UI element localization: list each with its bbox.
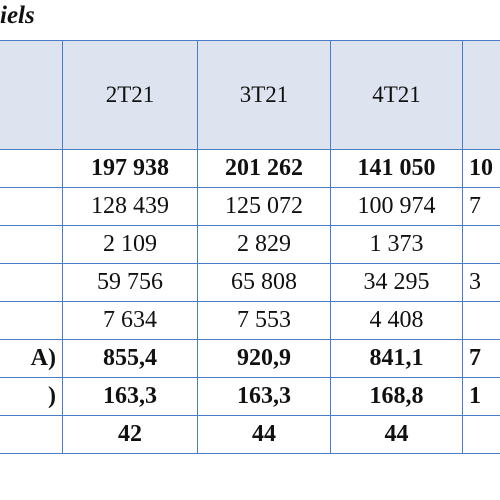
cut-cell: 7 bbox=[462, 187, 500, 226]
table-cell: 34 295 bbox=[330, 263, 463, 302]
table-cell: 7 553 bbox=[197, 301, 331, 340]
table-cell: 65 808 bbox=[197, 263, 331, 302]
header-cell: 3T21 bbox=[197, 40, 331, 150]
row-label bbox=[0, 187, 63, 226]
cut-cell bbox=[462, 415, 500, 454]
table-cell: 100 974 bbox=[330, 187, 463, 226]
table-cell: 168,8 bbox=[330, 377, 463, 416]
row-label bbox=[0, 301, 63, 340]
cut-cell: 10 bbox=[462, 149, 500, 188]
header-cell: 4T21 bbox=[330, 40, 463, 150]
table-cell: 855,4 bbox=[62, 339, 198, 378]
table-row: 197 938 201 262 141 050 10 bbox=[0, 149, 500, 188]
table-cell: 125 072 bbox=[197, 187, 331, 226]
row-label bbox=[0, 415, 63, 454]
table-wrap: 2T21 3T21 4T21 197 938 201 262 141 050 10 128 4… bbox=[0, 40, 500, 470]
table-cell: 7 634 bbox=[62, 301, 198, 340]
table-cell: 44 bbox=[197, 415, 331, 454]
title: iels bbox=[0, 2, 35, 29]
cut-cell: 1 bbox=[462, 377, 500, 416]
table: 2T21 3T21 4T21 197 938 201 262 141 050 10 128 4… bbox=[0, 40, 500, 454]
header-cell bbox=[462, 40, 500, 150]
cut-cell bbox=[462, 225, 500, 264]
cut-cell bbox=[462, 301, 500, 340]
table-cell: 197 938 bbox=[62, 149, 198, 188]
header-cell: 2T21 bbox=[62, 40, 198, 150]
table-cell: 141 050 bbox=[330, 149, 463, 188]
table-row: 7 634 7 553 4 408 bbox=[0, 301, 500, 340]
table-cell: 920,9 bbox=[197, 339, 331, 378]
table-cell: 44 bbox=[330, 415, 463, 454]
table-row: A) 855,4 920,9 841,1 7 bbox=[0, 339, 500, 378]
table-cell: 841,1 bbox=[330, 339, 463, 378]
row-label: ) bbox=[0, 377, 63, 416]
table-row: 2 109 2 829 1 373 bbox=[0, 225, 500, 264]
table-cell: 163,3 bbox=[197, 377, 331, 416]
row-label: A) bbox=[0, 339, 63, 378]
table-row: ) 163,3 163,3 168,8 1 bbox=[0, 377, 500, 416]
cut-cell: 7 bbox=[462, 339, 500, 378]
table-cell: 1 373 bbox=[330, 225, 463, 264]
table-cell: 128 439 bbox=[62, 187, 198, 226]
table-row: 59 756 65 808 34 295 3 bbox=[0, 263, 500, 302]
row-label bbox=[0, 263, 63, 302]
table-cell: 59 756 bbox=[62, 263, 198, 302]
table-cell: 42 bbox=[62, 415, 198, 454]
cut-cell: 3 bbox=[462, 263, 500, 302]
header-row: 2T21 3T21 4T21 bbox=[0, 40, 500, 150]
table-body: 2T21 3T21 4T21 197 938 201 262 141 050 10 128 4… bbox=[0, 40, 500, 454]
row-label bbox=[0, 149, 63, 188]
table-cell: 2 109 bbox=[62, 225, 198, 264]
table-row: 128 439 125 072 100 974 7 bbox=[0, 187, 500, 226]
table-cell: 2 829 bbox=[197, 225, 331, 264]
table-row: 42 44 44 bbox=[0, 415, 500, 454]
row-label bbox=[0, 225, 63, 264]
table-cell: 163,3 bbox=[62, 377, 198, 416]
table-cell: 201 262 bbox=[197, 149, 331, 188]
table-cell: 4 408 bbox=[330, 301, 463, 340]
header-cell bbox=[0, 40, 63, 150]
